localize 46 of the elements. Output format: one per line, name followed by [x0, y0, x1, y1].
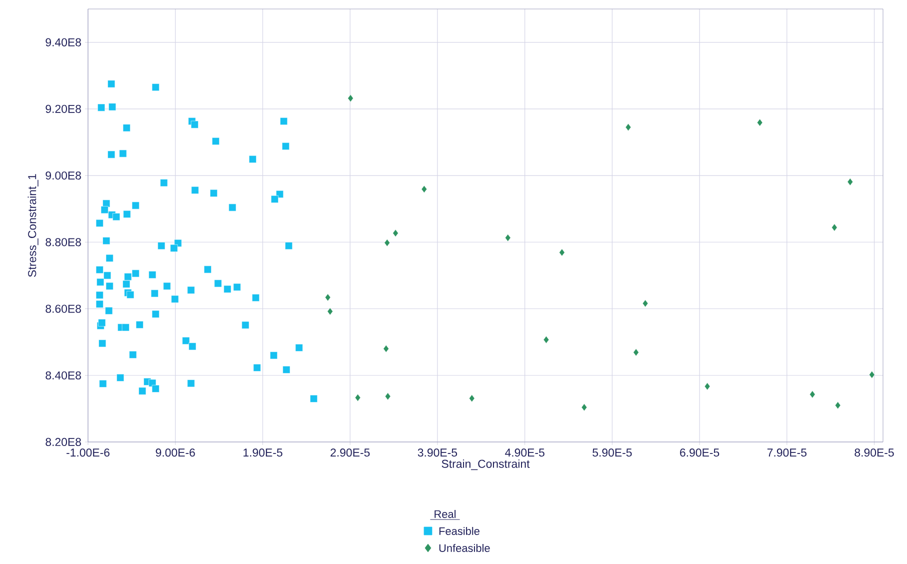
point — [834, 402, 841, 410]
point — [756, 118, 763, 126]
legend-title: Real — [434, 510, 456, 518]
x-tick-label: 3.90E-5 — [418, 448, 458, 457]
y-tick-label: 9.20E8 — [46, 104, 81, 113]
x-tick-label: 4.90E-5 — [505, 448, 544, 457]
point — [581, 404, 588, 412]
point — [869, 370, 875, 378]
point — [633, 348, 639, 356]
point — [384, 239, 390, 247]
legend-label: Unfeasible — [439, 544, 490, 552]
point — [832, 224, 838, 232]
x-axis-title: Strain_Constraint — [442, 459, 530, 470]
y-tick-label: 8.60E8 — [46, 304, 81, 313]
x-tick-label: 2.90E-5 — [330, 448, 370, 457]
y-tick-label: 9.00E8 — [46, 171, 81, 180]
point — [327, 308, 333, 316]
x-tick-label: 5.90E-5 — [592, 448, 632, 457]
point — [384, 392, 391, 400]
point — [642, 300, 648, 308]
point — [810, 390, 816, 398]
x-tick-label: 8.90E-5 — [854, 448, 894, 457]
point — [392, 229, 398, 237]
y-tick-label: 8.80E8 — [46, 238, 81, 246]
legend-label: Feasible — [439, 526, 480, 536]
y-tick-label: 9.40E8 — [46, 38, 81, 46]
point — [847, 178, 853, 186]
point — [625, 123, 632, 131]
x-tick-label: 6.90E-5 — [680, 448, 720, 457]
point — [543, 336, 550, 344]
point — [469, 394, 475, 402]
point — [505, 234, 511, 242]
point — [348, 94, 354, 102]
point — [421, 185, 428, 193]
x-tick-label: -1.00E-6 — [66, 448, 110, 457]
point — [383, 344, 389, 352]
point — [354, 394, 361, 402]
point — [559, 248, 565, 256]
y-tick-label: 8.40E8 — [46, 371, 81, 380]
x-tick-label: 7.90E-5 — [767, 448, 806, 457]
y-axis-title: Stress_Constraint_1 — [28, 174, 38, 277]
point — [704, 382, 710, 390]
y-tick-label: 8.20E8 — [46, 438, 81, 446]
point — [324, 294, 331, 302]
x-tick-label: 1.90E-5 — [244, 448, 282, 457]
x-tick-label: 9.00E-6 — [156, 448, 195, 457]
